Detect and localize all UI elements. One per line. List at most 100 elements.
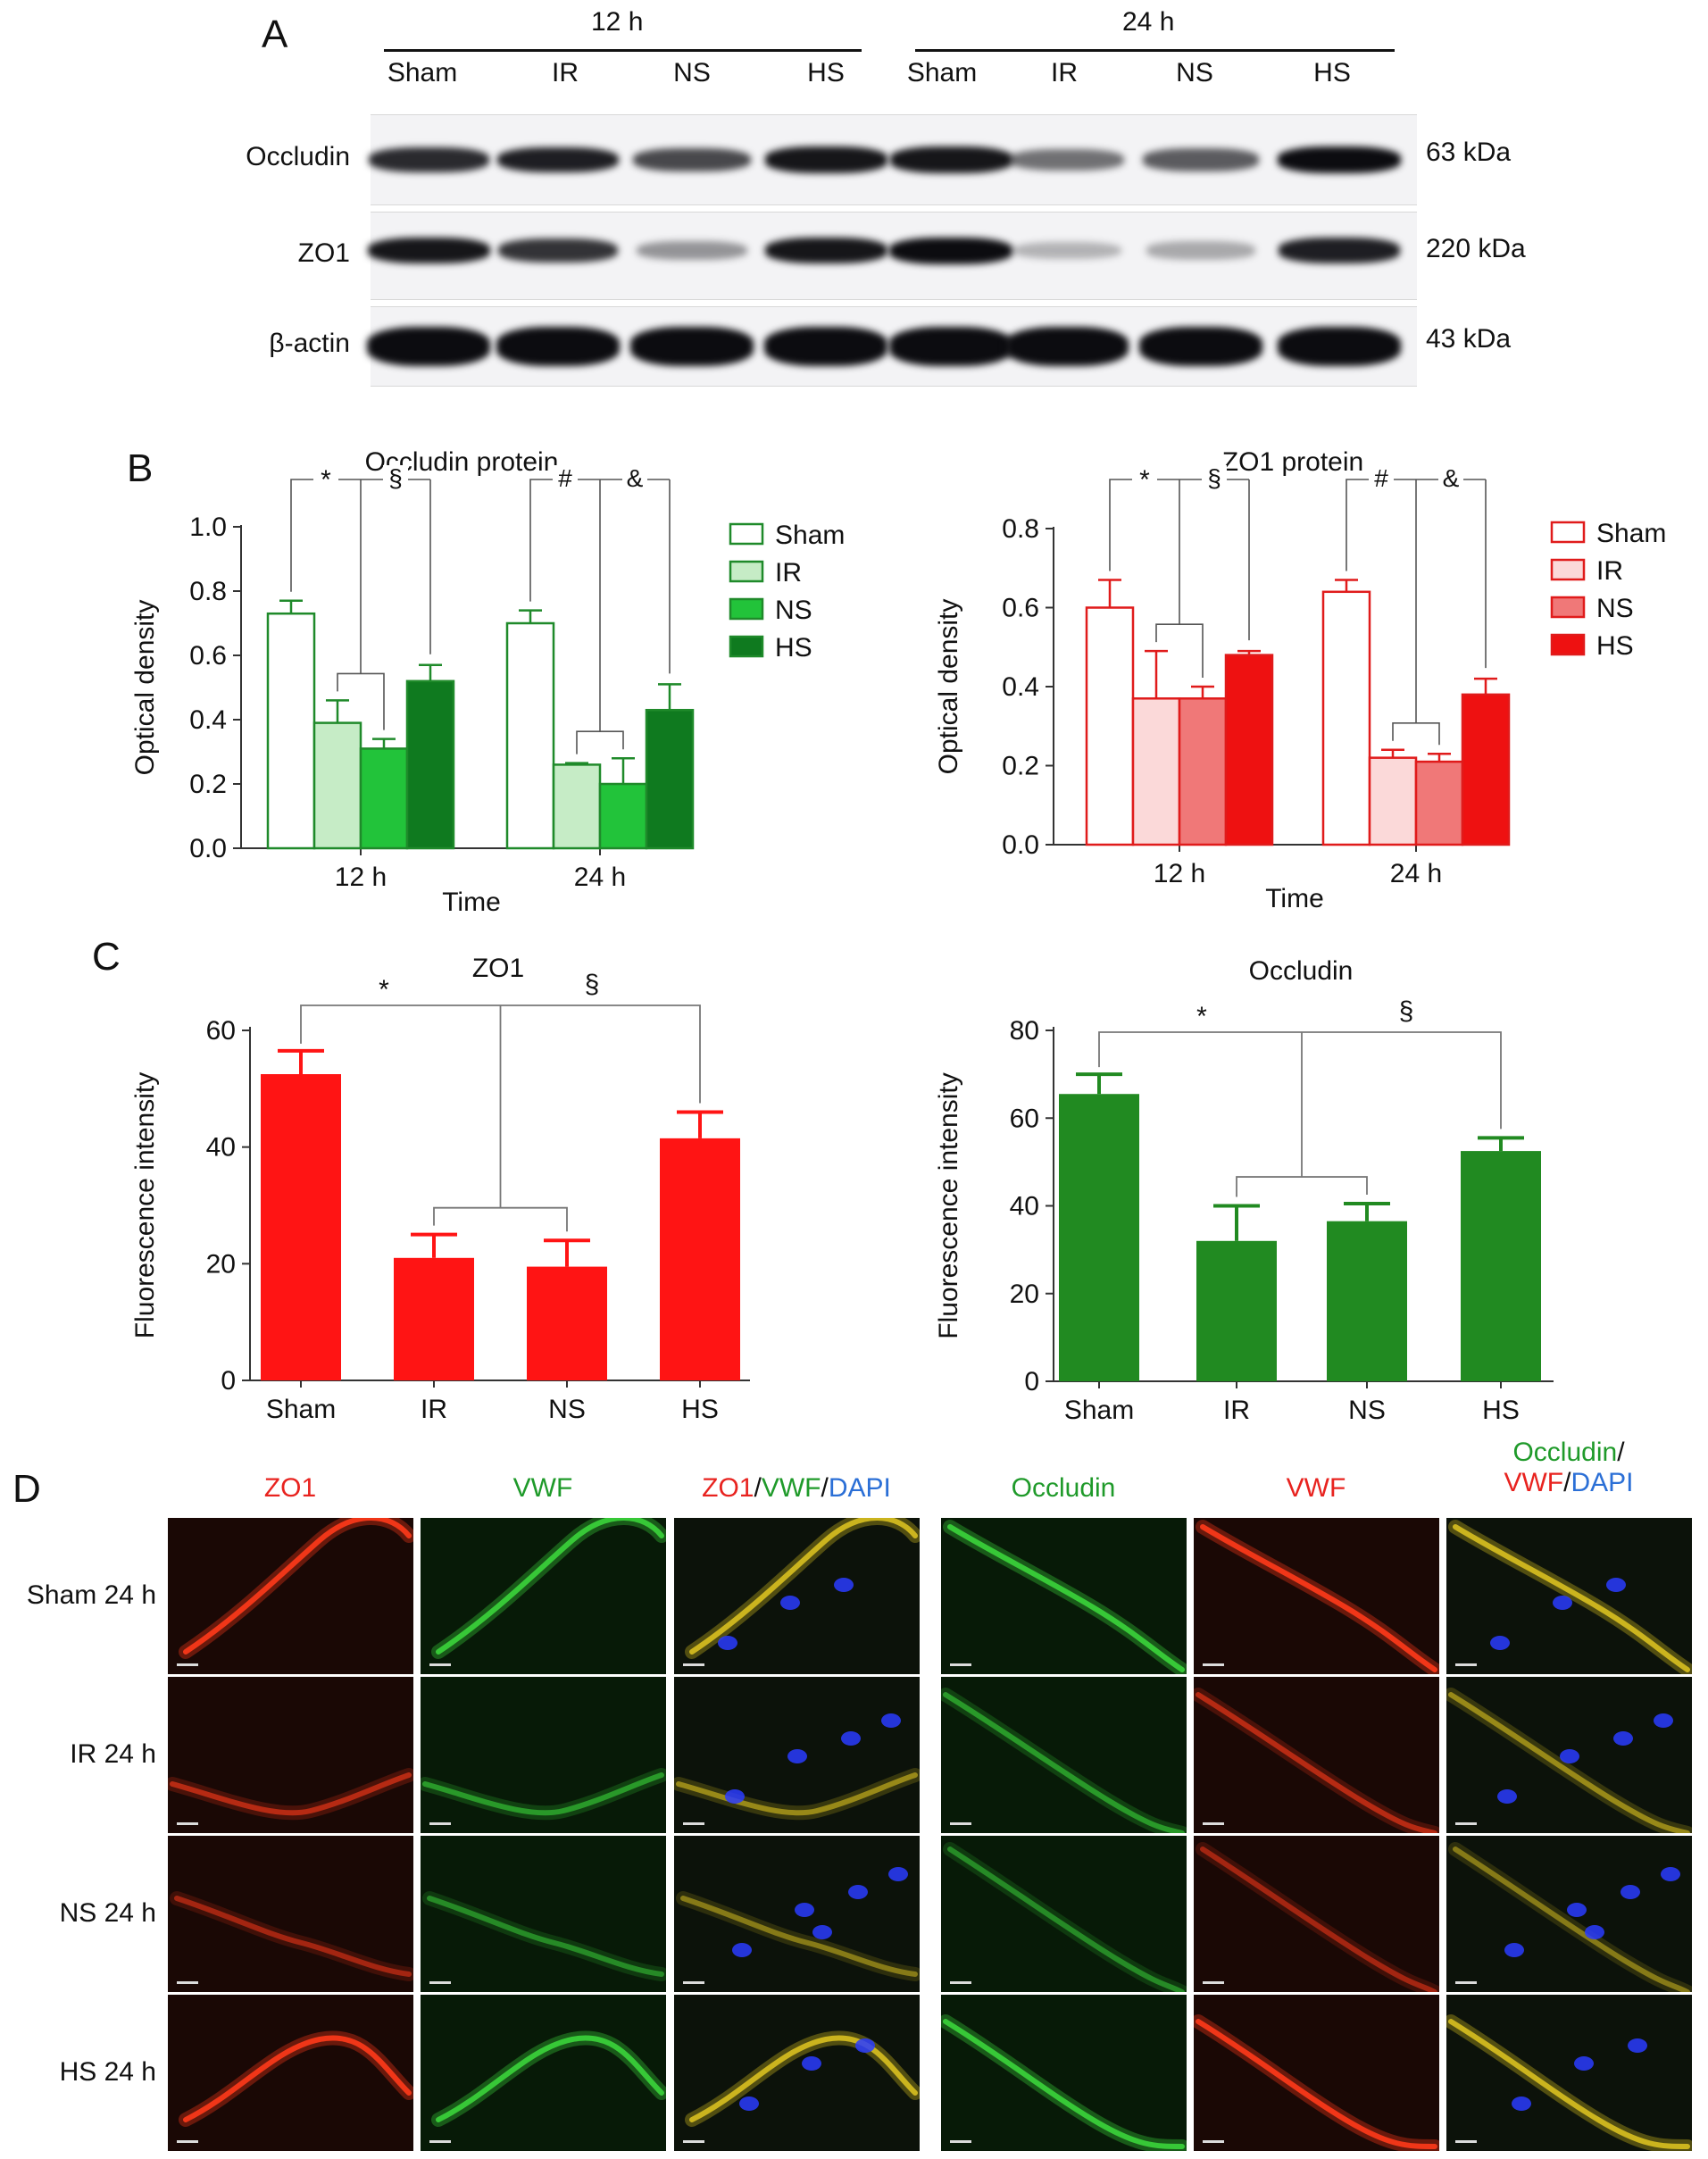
dapi-nucleus xyxy=(732,1943,752,1957)
scale-bar xyxy=(177,1663,198,1666)
micrograph-ir-col3 xyxy=(674,1677,920,1833)
micrograph-sham-col5 xyxy=(1194,1518,1439,1674)
significance-bracket xyxy=(1236,1176,1368,1197)
blot-band xyxy=(1139,327,1262,366)
significance-bracket xyxy=(576,730,624,754)
dapi-nucleus xyxy=(1661,1867,1680,1881)
vessel-signal xyxy=(947,1524,1185,1672)
scale-bar xyxy=(950,1981,971,1984)
micrograph-ns-col5 xyxy=(1194,1836,1439,1992)
micrograph-image xyxy=(1194,2014,1439,2151)
y-tick-label: 0.4 xyxy=(189,705,227,735)
legend-label: Sham xyxy=(775,521,845,550)
blot-lane-label: HS xyxy=(807,58,845,88)
header-line: VWF/DAPI xyxy=(1435,1468,1703,1498)
header-part: DAPI xyxy=(1571,1468,1634,1497)
x-tick-label: NS xyxy=(1348,1396,1386,1425)
significance-marker: # xyxy=(558,464,572,492)
micrograph-image xyxy=(1446,1688,1692,1833)
blot-strip xyxy=(367,306,1417,387)
y-tick-label: 0.8 xyxy=(189,577,227,606)
significance-marker: & xyxy=(1443,464,1460,492)
vessel-signal xyxy=(422,1772,664,1816)
scale-bar xyxy=(1455,2140,1477,2143)
micrograph-image xyxy=(674,1713,920,1825)
scale-bar xyxy=(683,1663,704,1666)
x-tick-label: 24 h xyxy=(574,863,626,892)
bar-hs xyxy=(660,1138,740,1380)
header-part: / xyxy=(1617,1438,1625,1467)
annotation-mask xyxy=(1438,465,1463,492)
blot-lane-label: NS xyxy=(673,58,711,88)
x-tick-label: 12 h xyxy=(335,863,387,892)
y-tick-label: 0.2 xyxy=(189,770,227,799)
micrograph-hs-col4 xyxy=(941,1995,1187,2151)
vessel-glow xyxy=(685,1518,920,1659)
header-part: VWF xyxy=(512,1473,573,1503)
bar-sham xyxy=(1059,1094,1139,1381)
micrograph-ns-col1 xyxy=(168,1836,413,1992)
x-tick-label: NS xyxy=(548,1395,586,1424)
blot-band xyxy=(367,327,490,366)
header-part: / xyxy=(754,1473,762,1503)
bar-ns xyxy=(1327,1221,1407,1381)
header-line: Occludin xyxy=(929,1473,1197,1504)
vessel-signal xyxy=(1448,1692,1690,1833)
micrograph-hs-col1 xyxy=(168,1995,413,2151)
scale-bar xyxy=(429,1822,451,1825)
vessel-glow xyxy=(179,2030,413,2127)
dapi-nucleus xyxy=(1628,2038,1647,2053)
significance-marker: * xyxy=(1196,1002,1207,1031)
dapi-nucleus xyxy=(1585,1925,1604,1939)
scale-bar xyxy=(177,1822,198,1825)
x-tick-label: 24 h xyxy=(1390,859,1442,888)
vessel-signal xyxy=(183,1518,412,1655)
blot-band xyxy=(889,146,1012,173)
bar-hs-24h xyxy=(645,708,695,850)
x-tick-label: IR xyxy=(1223,1396,1250,1425)
micrograph-sham-col4 xyxy=(941,1518,1187,1674)
bar-hs-24h xyxy=(1461,693,1511,846)
annotation-mask xyxy=(383,465,408,492)
bar-ir-24h xyxy=(1368,756,1418,846)
dapi-nucleus xyxy=(1606,1578,1626,1592)
micrograph-hs-col6 xyxy=(1446,1995,1692,2151)
header-line: ZO1/VWF/DAPI xyxy=(662,1473,930,1504)
significance-marker: § xyxy=(585,970,600,999)
bar-ir xyxy=(1196,1240,1277,1381)
micrograph-sham-col3 xyxy=(674,1518,920,1674)
micrograph-image xyxy=(941,2014,1187,2151)
vessel-signal xyxy=(1196,1692,1437,1833)
chart-title: ZO1 protein xyxy=(1222,447,1363,477)
panel-label-b: B xyxy=(127,446,154,490)
vessel-glow xyxy=(941,2014,1187,2151)
vessel-signal xyxy=(1196,2019,1437,2149)
x-tick-label: HS xyxy=(681,1395,719,1424)
header-line: VWF xyxy=(1182,1473,1450,1504)
dapi-nucleus xyxy=(795,1903,814,1917)
blot-band xyxy=(1146,241,1255,260)
micrograph-image xyxy=(676,1867,920,1984)
blot-band xyxy=(1012,241,1121,260)
bar-ns-24h xyxy=(1414,760,1464,846)
y-tick-label: 20 xyxy=(206,1249,236,1279)
bar-sham xyxy=(261,1074,341,1380)
vessel-signal xyxy=(676,1772,918,1816)
micrograph-ir-col5 xyxy=(1194,1677,1439,1833)
significance-bracket xyxy=(1392,722,1440,746)
blot-strip xyxy=(368,114,1417,205)
micrograph-image xyxy=(1194,1688,1439,1833)
vessel-signal xyxy=(1448,2019,1690,2149)
legend-label: IR xyxy=(1596,556,1623,586)
micrograph-image xyxy=(1196,1520,1439,1674)
y-tick-label: 0.6 xyxy=(189,641,227,671)
vessel-signal xyxy=(1200,1524,1437,1672)
y-tick-label: 40 xyxy=(206,1133,236,1163)
bar-sham-24h xyxy=(1321,590,1371,846)
occludin-fluorescence-chart: Occludin 0 20 40 60 80 Fluorescence intensity S… xyxy=(934,956,1554,1425)
dapi-nucleus xyxy=(780,1596,800,1610)
vessel-glow xyxy=(1446,2014,1692,2151)
bar-hs-12h xyxy=(1224,654,1274,846)
dapi-nucleus xyxy=(855,2038,875,2053)
dapi-nucleus xyxy=(1490,1636,1510,1650)
